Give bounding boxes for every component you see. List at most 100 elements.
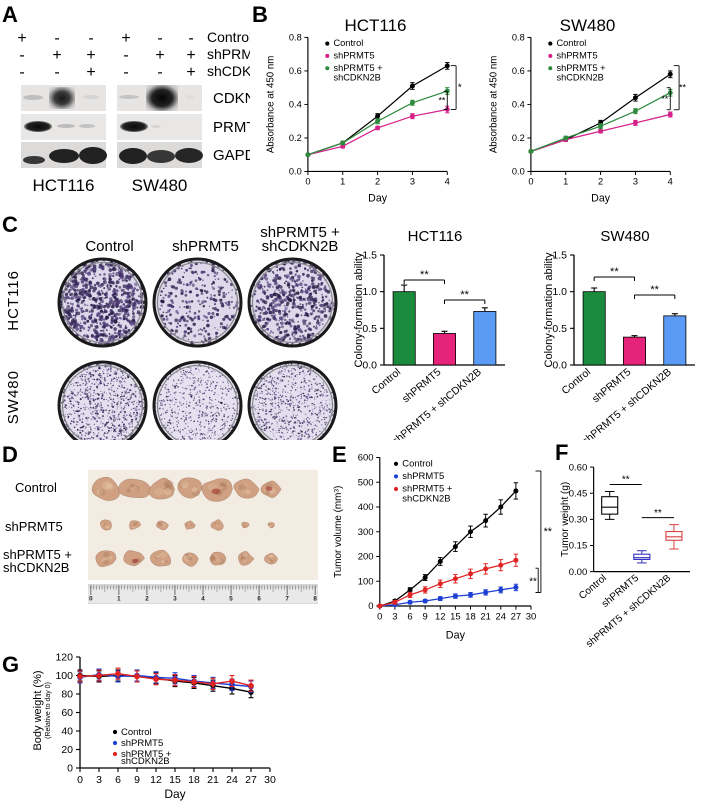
svg-text:0.60: 0.60	[569, 462, 588, 473]
svg-text:21: 21	[480, 612, 491, 623]
svg-text:0.0: 0.0	[512, 167, 525, 177]
svg-text:27: 27	[511, 612, 522, 623]
svg-text:shCDKN2B: shCDKN2B	[556, 73, 603, 83]
svg-text:0.45: 0.45	[569, 488, 588, 499]
svg-text:Absorbance at 450 nm: Absorbance at 450 nm	[266, 56, 277, 153]
svg-text:5: 5	[229, 596, 233, 603]
svg-text:300: 300	[358, 527, 374, 538]
svg-text:**: **	[650, 284, 659, 296]
svg-text:Tumor volume (mm3): Tumor volume (mm3)	[333, 486, 344, 578]
svg-text:3: 3	[410, 177, 415, 187]
svg-text:80: 80	[61, 689, 73, 701]
svg-text:shCDKN2B: shCDKN2B	[402, 494, 450, 505]
svg-text:7: 7	[285, 596, 289, 603]
svg-text:Absorbance at 450 nm: Absorbance at 450 nm	[489, 56, 500, 153]
svg-text:0.15: 0.15	[569, 541, 588, 552]
svg-text:0: 0	[77, 774, 83, 786]
svg-text:120: 120	[55, 652, 73, 664]
svg-text:21: 21	[207, 774, 219, 786]
svg-text:shPRMT5 +: shPRMT5 +	[556, 63, 605, 73]
svg-text:0.8: 0.8	[512, 33, 525, 42]
svg-text:**: **	[438, 96, 445, 106]
svg-text:0.2: 0.2	[512, 133, 525, 143]
svg-text:3: 3	[633, 177, 638, 187]
svg-text:**: **	[654, 508, 662, 519]
svg-text:Colony-formation ability: Colony-formation ability	[543, 252, 555, 367]
svg-text:**: **	[460, 289, 469, 301]
svg-text:4: 4	[201, 596, 205, 603]
svg-text:(Relative to day 0): (Relative to day 0)	[45, 682, 52, 739]
svg-text:0: 0	[67, 763, 73, 775]
svg-text:Colony-formation ability: Colony-formation ability	[353, 252, 365, 367]
svg-text:0: 0	[368, 601, 373, 612]
svg-text:60: 60	[61, 707, 73, 719]
svg-text:Control: Control	[121, 727, 152, 738]
svg-text:0.8: 0.8	[289, 33, 302, 42]
svg-text:Tumor weight (g): Tumor weight (g)	[560, 482, 571, 557]
svg-text:0: 0	[377, 612, 382, 623]
svg-text:0.4: 0.4	[512, 100, 525, 110]
svg-text:Control: Control	[556, 38, 586, 48]
svg-text:100: 100	[55, 670, 73, 682]
svg-text:0.4: 0.4	[289, 100, 302, 110]
svg-text:Control: Control	[402, 459, 432, 470]
svg-text:1: 1	[563, 177, 568, 187]
svg-text:6: 6	[115, 774, 121, 786]
svg-text:3: 3	[392, 612, 397, 623]
svg-text:shPRMT5 +: shPRMT5 +	[333, 63, 382, 73]
svg-text:**: **	[610, 266, 619, 278]
svg-text:Day: Day	[591, 192, 611, 204]
svg-text:**: **	[661, 94, 668, 104]
svg-text:**: **	[622, 475, 630, 486]
svg-text:6: 6	[257, 596, 261, 603]
svg-text:0.30: 0.30	[569, 515, 588, 526]
svg-text:4: 4	[445, 177, 450, 187]
svg-text:600: 600	[358, 453, 374, 464]
svg-text:shCDKN2B: shCDKN2B	[333, 73, 380, 83]
svg-text:shPRMT5: shPRMT5	[556, 51, 597, 61]
svg-text:Day: Day	[446, 629, 466, 641]
svg-text:Body weight (%): Body weight (%)	[32, 670, 44, 750]
svg-text:27: 27	[245, 774, 257, 786]
svg-text:shPRMT5: shPRMT5	[121, 738, 163, 749]
svg-text:0.6: 0.6	[512, 66, 525, 76]
svg-text:0.0: 0.0	[289, 167, 302, 177]
svg-text:12: 12	[150, 774, 162, 786]
svg-text:*: *	[458, 82, 462, 93]
svg-text:15: 15	[169, 774, 181, 786]
svg-text:3: 3	[96, 774, 102, 786]
svg-text:**: **	[529, 576, 537, 587]
svg-text:30: 30	[264, 774, 276, 786]
svg-text:2: 2	[598, 177, 603, 187]
svg-text:**: **	[420, 269, 429, 281]
svg-text:500: 500	[358, 477, 374, 488]
svg-text:100: 100	[358, 576, 374, 587]
svg-text:shPRMT5: shPRMT5	[402, 471, 444, 482]
svg-text:24: 24	[496, 612, 507, 623]
svg-text:1: 1	[340, 177, 345, 187]
svg-text:shCDKN2B: shCDKN2B	[121, 756, 170, 767]
svg-text:9: 9	[134, 774, 140, 786]
svg-text:0: 0	[528, 177, 533, 187]
svg-text:40: 40	[61, 726, 73, 738]
svg-text:24: 24	[226, 774, 238, 786]
svg-text:4: 4	[668, 177, 673, 187]
svg-text:0.00: 0.00	[569, 567, 588, 578]
svg-text:0.6: 0.6	[289, 66, 302, 76]
svg-text:Control: Control	[333, 38, 363, 48]
svg-text:Day: Day	[368, 192, 388, 204]
svg-text:400: 400	[358, 502, 374, 513]
svg-text:1: 1	[117, 596, 121, 603]
svg-text:shPRMT5: shPRMT5	[333, 51, 374, 61]
svg-text:**: **	[544, 526, 553, 538]
svg-text:18: 18	[465, 612, 476, 623]
svg-text:20: 20	[61, 744, 73, 756]
svg-text:2: 2	[145, 596, 149, 603]
svg-text:0: 0	[305, 177, 310, 187]
svg-text:200: 200	[358, 552, 374, 563]
svg-text:6: 6	[407, 612, 412, 623]
svg-text:3: 3	[173, 596, 177, 603]
svg-text:2: 2	[375, 177, 380, 187]
svg-text:8: 8	[313, 596, 317, 603]
svg-text:12: 12	[435, 612, 446, 623]
